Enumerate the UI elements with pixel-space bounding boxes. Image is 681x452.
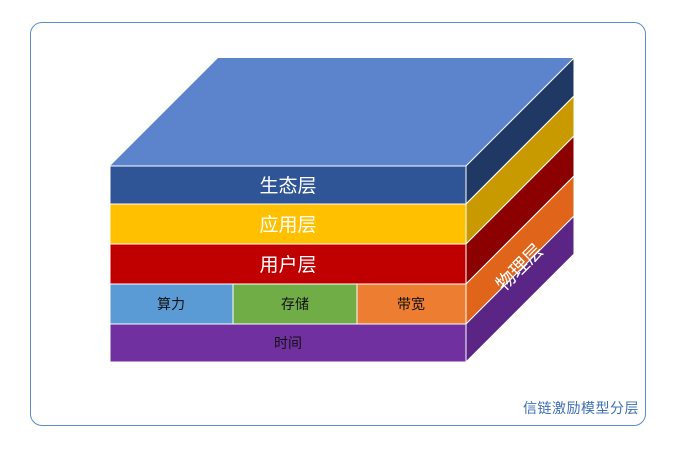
application-layer-label: 应用层 <box>259 214 316 236</box>
time-layer-side <box>465 214 575 364</box>
compute-label: 算力 <box>157 297 185 313</box>
storage-label: 存储 <box>281 297 309 313</box>
diagram-frame <box>30 22 646 426</box>
application-layer-front <box>109 203 467 245</box>
time-label: 时间 <box>274 336 302 352</box>
ecology-layer-label: 生态层 <box>259 175 316 197</box>
diagram-caption: 信链激励模型分层 <box>523 401 639 417</box>
ecology-layer-front <box>109 165 467 205</box>
time-layer-front <box>109 323 467 363</box>
bandwidth-label: 带宽 <box>397 296 425 313</box>
user-layer-front <box>109 243 467 285</box>
user-layer-label: 用户层 <box>259 254 316 276</box>
cube-top-face <box>110 58 574 166</box>
